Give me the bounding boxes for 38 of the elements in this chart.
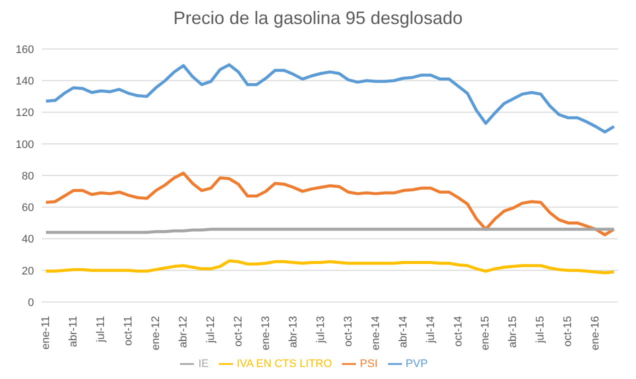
y-tick-label: 0 [28, 296, 34, 309]
line-series [44, 259, 616, 274]
legend-label: PVP [406, 358, 428, 370]
x-tick-label: oct-15 [562, 316, 574, 347]
x-tick-label: ene-11 [40, 316, 52, 350]
y-tick-label: 120 [16, 107, 34, 120]
x-tick-label: ene-16 [590, 316, 602, 350]
y-tick-label: 80 [22, 170, 34, 182]
chart-title: Precio de la gasolina 95 desglosado [172, 8, 464, 29]
x-tick-label: oct-11 [122, 316, 134, 346]
y-tick-label: 160 [16, 44, 34, 56]
line-series [44, 63, 616, 134]
legend-label: IVA EN CTS LITRO [236, 358, 332, 370]
x-tick-label: ene-14 [370, 316, 382, 350]
x-tick-label: ene-12 [150, 316, 162, 350]
line-series [44, 172, 616, 236]
y-tick-label: 40 [22, 234, 34, 246]
x-tick-label: ene-13 [260, 316, 272, 350]
x-tick-label: oct-14 [452, 316, 464, 347]
y-tick-label: 20 [22, 265, 34, 278]
legend-label: PSI [360, 358, 378, 370]
x-tick-label: jul-12 [204, 316, 217, 344]
x-tick-label: jul-15 [534, 316, 547, 344]
y-tick-label: 100 [16, 138, 34, 151]
x-tick-label: jul-14 [424, 316, 437, 344]
x-tick-label: oct-13 [342, 316, 354, 347]
x-tick-label: ene-15 [480, 316, 492, 350]
x-tick-label: abr-12 [177, 316, 190, 348]
x-tick-label: abr-14 [397, 316, 410, 348]
x-tick-label: abr-13 [287, 316, 300, 348]
legend-label: IE [198, 358, 209, 370]
y-tick-label: 140 [16, 76, 34, 88]
x-tick-label: abr-11 [67, 316, 80, 347]
x-tick-label: oct-12 [232, 316, 244, 347]
x-tick-label: abr-15 [507, 316, 520, 348]
y-tick-label: 60 [22, 202, 34, 214]
x-tick-label: jul-11 [94, 316, 107, 344]
x-tick-label: jul-13 [314, 316, 327, 344]
